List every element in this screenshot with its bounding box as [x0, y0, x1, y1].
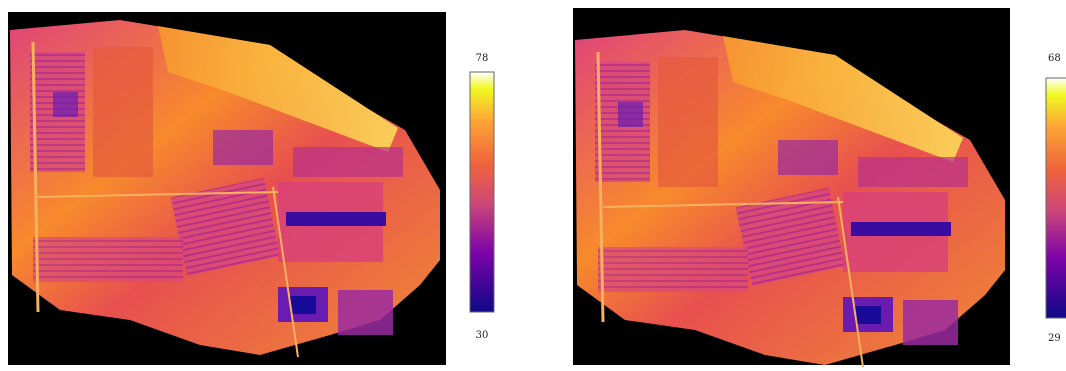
- colorbar: [470, 72, 494, 312]
- thermal-figure: 78 30 68 29: [0, 0, 1066, 371]
- colorbar-min: 30: [476, 330, 489, 341]
- colorbar: [1046, 78, 1066, 318]
- colorbar-max: 78: [476, 53, 489, 64]
- colorbar-max: 68: [1048, 53, 1061, 64]
- right-panel: 68 29: [573, 8, 1066, 367]
- left-panel: 78 30: [8, 12, 494, 365]
- colorbar-min: 29: [1048, 333, 1061, 344]
